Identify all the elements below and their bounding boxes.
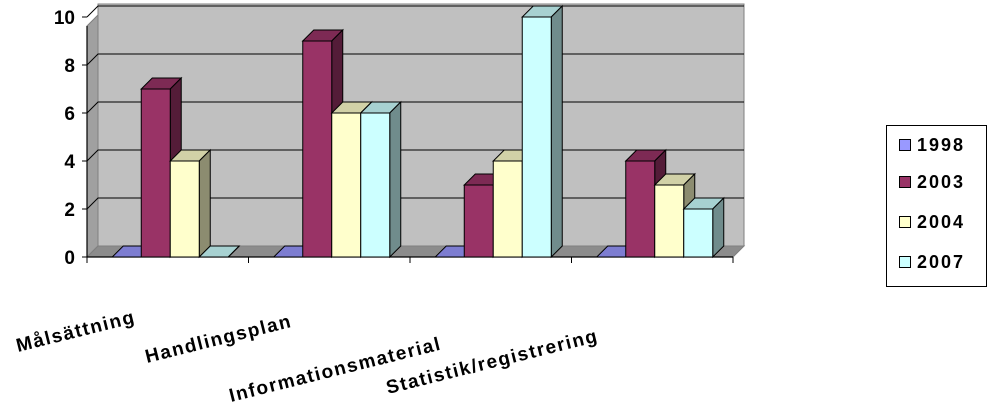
legend: 1998 2003 2004 2007 <box>886 125 987 287</box>
bar-front-face <box>625 160 656 258</box>
x-axis-categories: Målsättning HandlingsplanInformationsmate… <box>14 307 600 407</box>
bar-front-face <box>331 112 362 258</box>
legend-swatch-1998 <box>899 139 911 151</box>
y-tick-label: 6 <box>64 104 75 125</box>
legend-item-2004: 2004 <box>899 211 965 233</box>
legend-item-2003: 2003 <box>899 171 965 193</box>
bar-2007-3 <box>682 196 725 259</box>
y-tick-label: 0 <box>64 248 75 269</box>
gridline <box>86 5 744 18</box>
y-tick-label: 2 <box>64 200 75 221</box>
legend-label-1998: 1998 <box>917 134 966 155</box>
bars <box>111 4 725 259</box>
legend-swatch-2004 <box>899 216 911 228</box>
bar-2007-1 <box>359 100 402 259</box>
bar-front-face <box>302 40 333 258</box>
bar-front-face <box>463 184 494 258</box>
y-tick-label: 4 <box>64 152 75 173</box>
side-wall <box>86 13 99 259</box>
legend-item-2007: 2007 <box>899 251 965 273</box>
category-label: Handlingsplan <box>143 311 294 368</box>
bar-side-face <box>712 196 725 259</box>
bar-2007-2 <box>521 4 564 259</box>
legend-label-2007: 2007 <box>917 251 966 272</box>
y-axis-ticks: 0 2 4 6 8 10 <box>54 8 87 269</box>
bar-side-face <box>198 148 211 259</box>
bar-2007-0 <box>198 245 241 258</box>
bar-front-face <box>140 88 171 258</box>
category-label: Informationsmaterial <box>227 334 444 407</box>
legend-item-1998: 1998 <box>899 134 965 156</box>
legend-label-2003: 2003 <box>917 171 966 192</box>
bar-front-face <box>683 208 714 258</box>
bar-side-face <box>389 100 402 259</box>
bar-side-face <box>227 245 240 258</box>
y-tick-label: 10 <box>54 8 75 29</box>
category-label: Statistik/registrering <box>384 326 600 399</box>
bar-front-face <box>360 112 391 258</box>
bar-front-face <box>521 16 552 258</box>
bar-side-face <box>550 4 563 259</box>
y-tick-label: 8 <box>64 56 75 77</box>
category-label: Målsättning <box>14 307 138 357</box>
bar-front-face <box>492 160 523 258</box>
legend-label-2004: 2004 <box>917 211 966 232</box>
bar-front-face <box>169 160 200 258</box>
legend-swatch-2003 <box>899 176 911 188</box>
bar-front-face <box>654 184 685 258</box>
legend-swatch-2007 <box>899 256 911 268</box>
bar-2004-0 <box>169 148 212 259</box>
